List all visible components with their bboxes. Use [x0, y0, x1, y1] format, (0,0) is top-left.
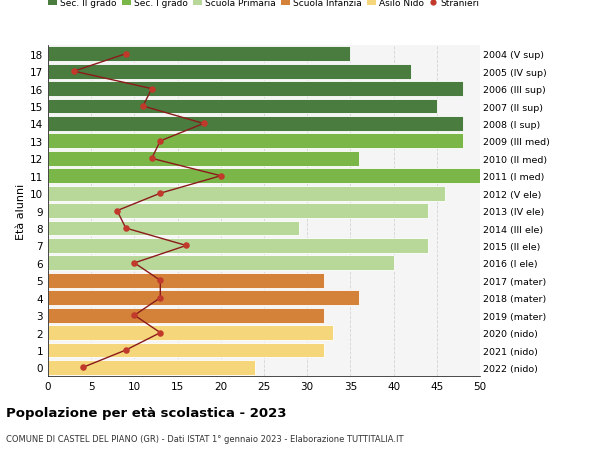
Bar: [48, 360, 256, 375]
Bar: [48, 308, 325, 323]
Point: [130, 312, 139, 319]
Point: [147, 86, 157, 93]
Bar: [48, 239, 428, 253]
Bar: [48, 134, 463, 149]
Point: [181, 242, 191, 250]
Point: [121, 51, 131, 58]
Point: [130, 260, 139, 267]
Bar: [48, 117, 463, 132]
Bar: [48, 343, 325, 358]
Point: [155, 277, 165, 285]
Point: [78, 364, 88, 371]
Bar: [48, 221, 299, 236]
Bar: [48, 325, 333, 340]
Point: [216, 173, 226, 180]
Bar: [48, 273, 325, 288]
Point: [121, 347, 131, 354]
Y-axis label: Età alunni: Età alunni: [16, 183, 26, 239]
Bar: [48, 256, 394, 271]
Bar: [48, 82, 463, 97]
Bar: [48, 291, 359, 306]
Point: [121, 225, 131, 232]
Point: [155, 329, 165, 336]
Point: [147, 155, 157, 162]
Bar: [48, 169, 480, 184]
Point: [155, 190, 165, 197]
Point: [155, 138, 165, 145]
Bar: [48, 204, 428, 218]
Legend: Sec. II grado, Sec. I grado, Scuola Primaria, Scuola Infanzia, Asilo Nido, Stran: Sec. II grado, Sec. I grado, Scuola Prim…: [49, 0, 479, 8]
Bar: [48, 151, 359, 166]
Point: [112, 207, 122, 215]
Point: [138, 103, 148, 111]
Bar: [48, 65, 411, 79]
Bar: [48, 100, 437, 114]
Text: COMUNE DI CASTEL DEL PIANO (GR) - Dati ISTAT 1° gennaio 2023 - Elaborazione TUTT: COMUNE DI CASTEL DEL PIANO (GR) - Dati I…: [6, 434, 404, 443]
Bar: [48, 186, 445, 201]
Point: [155, 294, 165, 302]
Text: Popolazione per età scolastica - 2023: Popolazione per età scolastica - 2023: [6, 406, 287, 419]
Bar: [48, 47, 350, 62]
Point: [199, 121, 208, 128]
Point: [69, 68, 79, 76]
